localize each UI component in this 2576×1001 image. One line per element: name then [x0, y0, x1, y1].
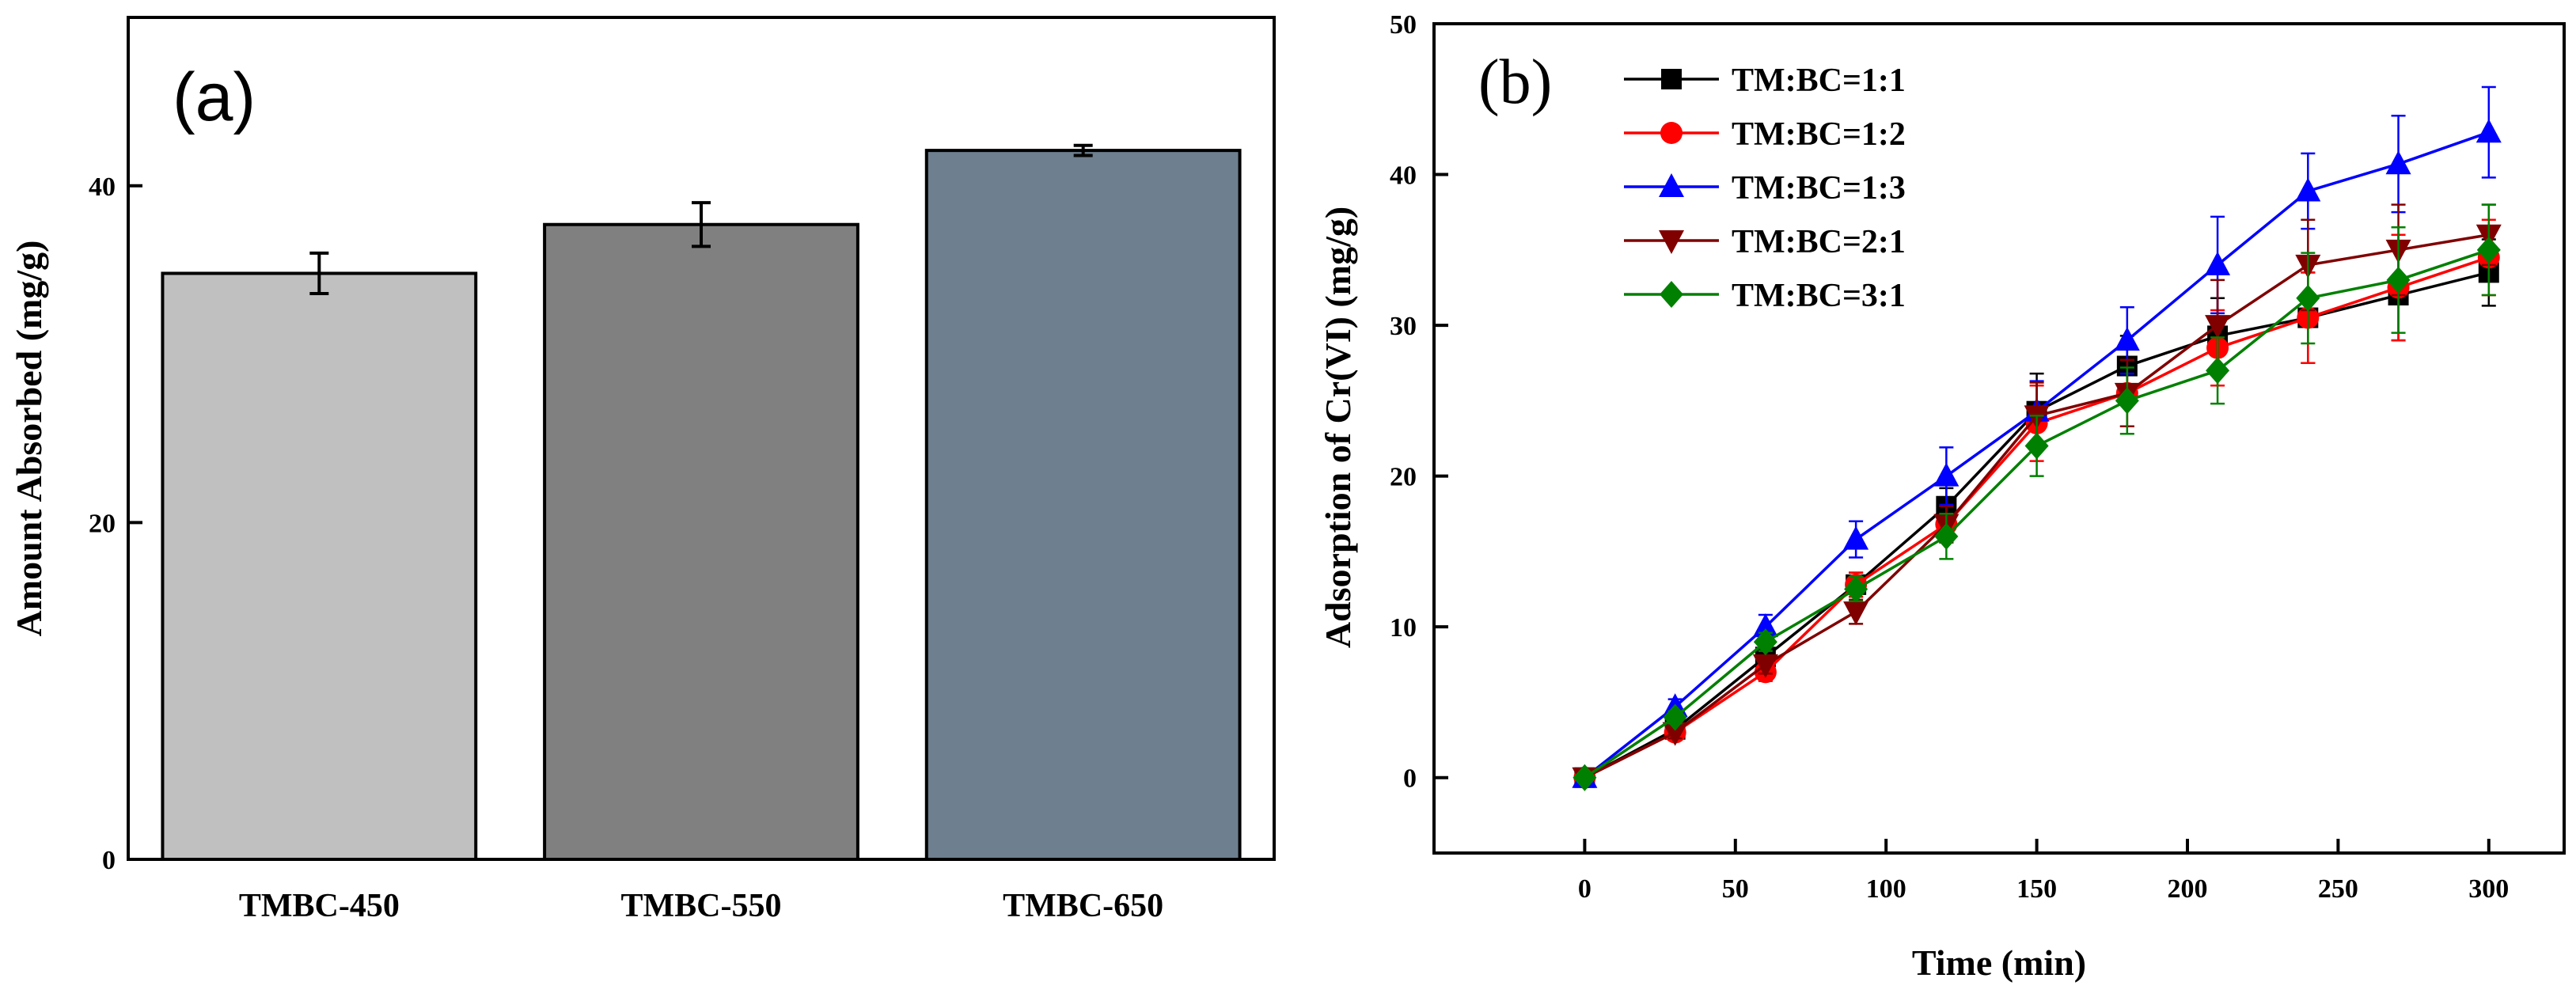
x-tick-label: 150 — [2016, 874, 2057, 904]
x-tick-label: 100 — [1866, 874, 1906, 904]
legend-label-tm-bc-3-1: TM:BC=3:1 — [1732, 278, 1906, 314]
data-point — [1573, 764, 1597, 791]
y-tick-label: 50 — [1390, 10, 1417, 40]
data-point — [2296, 284, 2320, 312]
bar-tmbc-550 — [543, 222, 859, 861]
y-tick-label: 0 — [102, 846, 116, 875]
legend-marker-tm-bc-1-1 — [1661, 69, 1682, 89]
y-tick-label: 40 — [89, 173, 116, 202]
x-tick-label: 250 — [2318, 874, 2358, 904]
data-point — [2476, 236, 2501, 264]
panel-a-error-bars — [309, 143, 1093, 295]
panel-b-label: (b) — [1478, 47, 1552, 117]
data-point — [1934, 522, 1959, 550]
y-tick-label: 30 — [1390, 312, 1417, 341]
data-point — [2386, 266, 2411, 294]
data-point — [2475, 119, 2502, 143]
panel-b-x-axis-title: Time (min) — [1912, 942, 2086, 983]
data-point — [1752, 613, 1778, 638]
data-point — [1753, 628, 1777, 656]
data-point — [2295, 177, 2321, 202]
y-tick-label: 0 — [1403, 764, 1417, 794]
category-label: TMBC-450 — [239, 888, 400, 924]
legend-label-tm-bc-1-1: TM:BC=1:1 — [1732, 63, 1906, 99]
panel-a-category-labels: TMBC-450 TMBC-550 TMBC-650 — [239, 888, 1163, 924]
x-tick-label: 200 — [2168, 874, 2208, 904]
legend-marker-tm-bc-3-1 — [1660, 281, 1683, 308]
y-tick-label: 20 — [89, 509, 116, 538]
y-tick-label: 40 — [1390, 161, 1417, 191]
data-point — [2115, 387, 2139, 415]
category-label: TMBC-550 — [621, 888, 782, 924]
legend-marker-tm-bc-2-1 — [1659, 230, 1684, 254]
data-point — [2385, 150, 2411, 175]
data-point — [2024, 432, 2049, 460]
bar-tmbc-450 — [161, 271, 478, 861]
legend-marker-tm-bc-1-2 — [1660, 122, 1683, 144]
x-tick-label: 0 — [1578, 874, 1592, 904]
data-point — [1843, 525, 1869, 550]
bar-tmbc-650 — [924, 149, 1242, 861]
panel-b-ticks: 0 50 100 150 200 250 300 0 10 20 30 40 50 — [1390, 10, 2509, 904]
data-point — [1752, 654, 1778, 678]
data-point — [2205, 315, 2231, 339]
panel-a-y-axis-title: Amount Absorbed (mg/g) — [9, 241, 49, 637]
series-tm-bc-2-1 — [1572, 203, 2502, 791]
panel-b-series — [1572, 85, 2502, 791]
data-point — [1662, 722, 1688, 746]
panel-b-y-axis-title: Adsorption of Cr(VI) (mg/g) — [1318, 207, 1358, 648]
category-label: TMBC-650 — [1003, 888, 1163, 924]
data-point — [2114, 327, 2140, 351]
panel-a-bars — [161, 149, 1242, 861]
data-point — [2206, 357, 2230, 385]
x-tick-label: 50 — [1722, 874, 1749, 904]
data-point — [1933, 462, 1960, 487]
series-line — [1584, 233, 2490, 779]
data-point — [1844, 575, 1868, 603]
x-tick-label: 300 — [2468, 874, 2509, 904]
data-point — [1663, 703, 1687, 731]
panel-a: 0 20 40 TMBC-450 TMBC-550 TMBC-650 (a) Amoun… — [9, 16, 1276, 924]
data-point — [2205, 251, 2231, 275]
legend-label-tm-bc-1-3: TM:BC=1:3 — [1732, 170, 1906, 207]
series-tm-bc-3-1 — [1573, 203, 2501, 791]
legend-marker-tm-bc-1-3 — [1659, 173, 1684, 197]
panel-a-y-ticks: 0 20 40 — [89, 173, 142, 875]
legend-label-tm-bc-2-1: TM:BC=2:1 — [1732, 224, 1906, 260]
panel-a-label: (a) — [173, 59, 256, 135]
panel-b-legend: TM:BC=1:1 TM:BC=1:2 TM:BC=1:3 TM:BC=2:1 TM:B… — [1624, 63, 1906, 314]
legend-label-tm-bc-1-2: TM:BC=1:2 — [1732, 116, 1906, 153]
y-tick-label: 20 — [1390, 463, 1417, 492]
y-tick-label: 10 — [1390, 613, 1417, 643]
data-point — [1843, 601, 1869, 626]
panel-b-plot-frame — [1432, 22, 2566, 855]
